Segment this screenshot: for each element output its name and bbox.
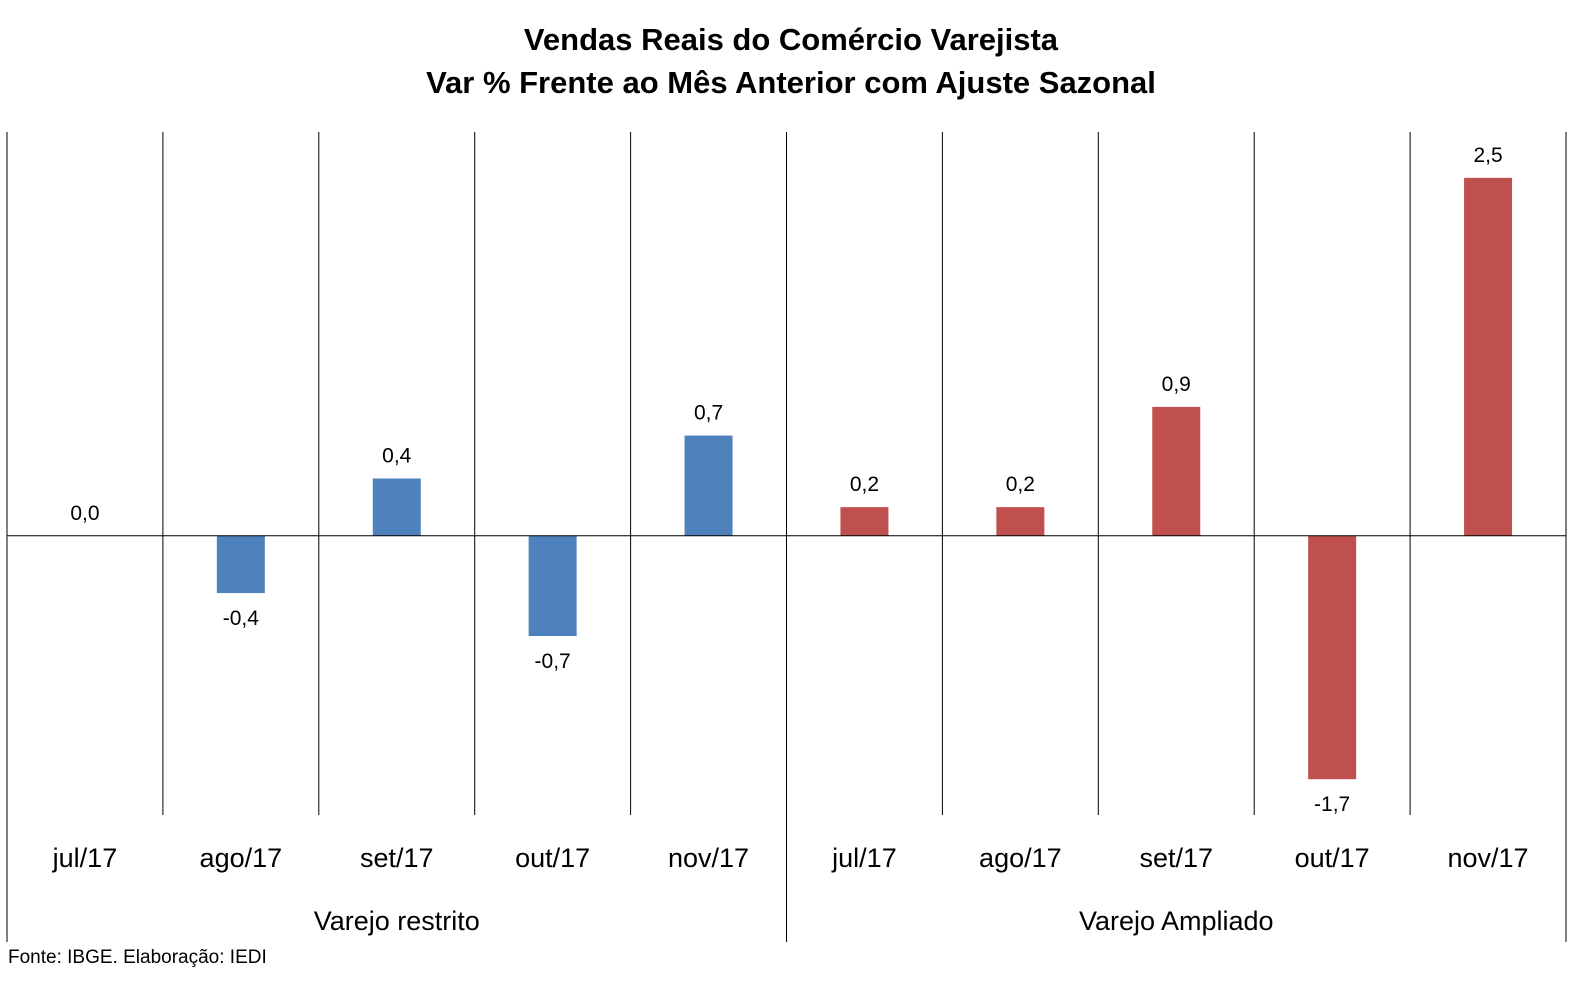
- bar: [1464, 177, 1513, 536]
- x-tick-label: out/17: [515, 843, 590, 873]
- x-tick-label: jul/17: [52, 843, 118, 873]
- group-label: Varejo Ampliado: [1079, 906, 1274, 936]
- data-label: 0,2: [1006, 473, 1035, 496]
- bar: [840, 507, 889, 536]
- source-note: Fonte: IBGE. Elaboração: IEDI: [8, 947, 267, 968]
- chart-title-line-1: Vendas Reais do Comércio Varejista: [523, 22, 1059, 57]
- x-tick-label: nov/17: [668, 843, 749, 873]
- x-tick-label: ago/17: [200, 843, 283, 873]
- data-label: 0,2: [850, 473, 879, 496]
- x-tick-label: set/17: [360, 843, 434, 873]
- bar: [372, 478, 421, 536]
- bar: [684, 435, 733, 536]
- data-label: 0,4: [382, 445, 412, 468]
- data-label: -1,7: [1314, 793, 1350, 816]
- bar: [1308, 535, 1357, 780]
- group-label: Varejo restrito: [314, 906, 480, 936]
- bar: [528, 535, 577, 637]
- data-label: 0,0: [70, 502, 99, 525]
- data-label: 0,7: [694, 402, 723, 425]
- bar: [996, 507, 1045, 536]
- bar: [1152, 406, 1201, 536]
- x-tick-label: ago/17: [979, 843, 1062, 873]
- x-tick-label: jul/17: [831, 843, 897, 873]
- x-tick-label: nov/17: [1448, 843, 1529, 873]
- chart-title: Vendas Reais do Comércio Varejista Var %…: [0, 18, 1582, 104]
- data-label: 2,5: [1473, 144, 1502, 167]
- chart-subtitle: Var % Frente ao Mês Anterior com Ajuste …: [426, 65, 1156, 100]
- x-tick-label: set/17: [1139, 843, 1213, 873]
- data-label: -0,4: [223, 607, 260, 630]
- bar: [216, 535, 265, 594]
- data-label: -0,7: [535, 650, 571, 673]
- data-label: 0,9: [1162, 373, 1191, 396]
- x-tick-label: out/17: [1295, 843, 1370, 873]
